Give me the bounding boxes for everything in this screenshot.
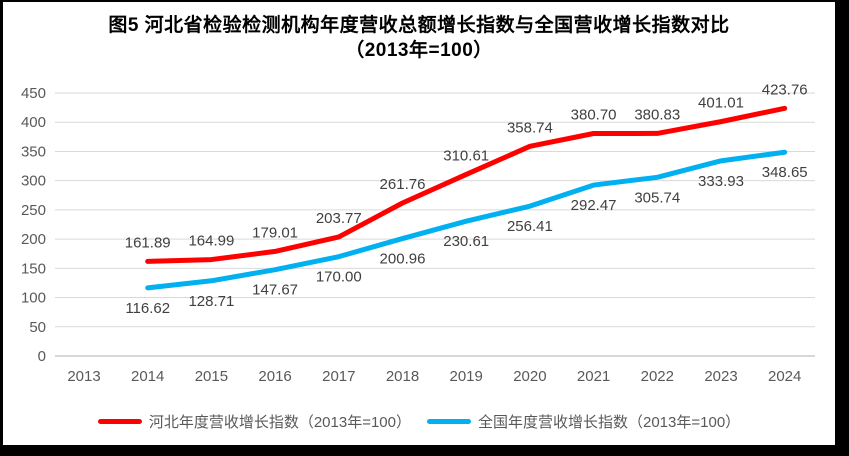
hebei-data-label: 203.77	[316, 210, 362, 227]
hebei-data-label: 423.76	[762, 81, 808, 98]
x-axis-tick-label: 2022	[641, 368, 674, 385]
hebei-data-label: 358.74	[507, 119, 553, 136]
chart-legend: 河北年度营收增长指数（2013年=100） 全国年度营收增长指数（2013年=1…	[3, 411, 835, 432]
national-data-label: 230.61	[443, 233, 489, 250]
national-data-label: 292.47	[571, 197, 617, 214]
line-chart: 0 50 100 150 200 250 300 350 400 450 2013 2014 2015 2…	[21, 81, 815, 385]
y-axis-tick-label: 350	[21, 143, 46, 160]
y-axis-tick-label: 300	[21, 173, 46, 190]
hebei-data-label: 179.01	[252, 224, 298, 241]
x-axis-tick-label: 2024	[768, 368, 801, 385]
national-data-label: 147.67	[252, 282, 298, 299]
y-axis-tick-label: 450	[21, 85, 46, 102]
legend-label-national: 全国年度营收增长指数（2013年=100）	[478, 414, 741, 431]
national-data-label: 200.96	[380, 251, 426, 268]
hebei-data-label: 164.99	[188, 233, 234, 250]
y-axis-tick-label: 150	[21, 260, 46, 277]
y-axis-tick-label: 400	[21, 114, 46, 131]
x-axis-tick-label: 2021	[577, 368, 610, 385]
legend-label-hebei: 河北年度营收增长指数（2013年=100）	[148, 414, 411, 431]
x-axis-tick-label: 2017	[322, 368, 355, 385]
national-data-label: 170.00	[316, 269, 362, 286]
hebei-data-label: 380.83	[634, 106, 680, 123]
x-axis-tick-label: 2019	[450, 368, 483, 385]
legend-item-national: 全国年度营收增长指数（2013年=100）	[427, 411, 740, 432]
chart-panel: 0 50 100 150 200 250 300 350 400 450 2013 2014 2015 2…	[3, 2, 835, 445]
x-axis-tick-label: 2013	[67, 368, 100, 385]
national-line-swatch	[427, 419, 471, 424]
y-axis-tick-label: 200	[21, 231, 46, 248]
hebei-data-label: 261.76	[380, 176, 426, 193]
legend-item-hebei: 河北年度营收增长指数（2013年=100）	[97, 411, 411, 432]
x-axis-tick-label: 2014	[131, 368, 164, 385]
chart-title-line2: （2013年=100）	[345, 40, 493, 61]
national-data-label: 116.62	[125, 300, 170, 317]
y-axis-tick-label: 0	[38, 348, 46, 365]
hebei-data-label: 401.01	[698, 95, 744, 112]
y-axis-tick-label: 250	[21, 202, 46, 219]
hebei-data-label: 310.61	[443, 147, 489, 164]
x-axis-tick-label: 2018	[386, 368, 419, 385]
chart-title-line1: 图5 河北省检验检测机构年度营收总额增长指数与全国营收增长指数对比	[108, 15, 730, 36]
national-series-line	[145, 149, 788, 291]
hebei-series-line	[145, 105, 788, 264]
x-axis-tick-label: 2020	[513, 368, 546, 385]
x-axis-tick-label: 2015	[195, 368, 228, 385]
national-data-label: 333.93	[698, 173, 744, 190]
hebei-data-label: 161.89	[125, 234, 171, 251]
national-data-label: 348.65	[762, 164, 808, 181]
national-data-label: 256.41	[507, 218, 553, 235]
x-axis-tick-label: 2023	[704, 368, 737, 385]
y-axis-tick-label: 100	[21, 290, 46, 307]
hebei-line-swatch	[97, 419, 142, 424]
chart-title: 图5 河北省检验检测机构年度营收总额增长指数与全国营收增长指数对比 （2013年…	[3, 13, 835, 63]
national-data-label: 128.71	[188, 293, 234, 310]
y-axis-tick-label: 50	[29, 319, 46, 336]
national-data-label: 305.74	[634, 189, 680, 206]
x-axis-tick-label: 2016	[258, 368, 291, 385]
hebei-data-label: 380.70	[571, 107, 617, 124]
